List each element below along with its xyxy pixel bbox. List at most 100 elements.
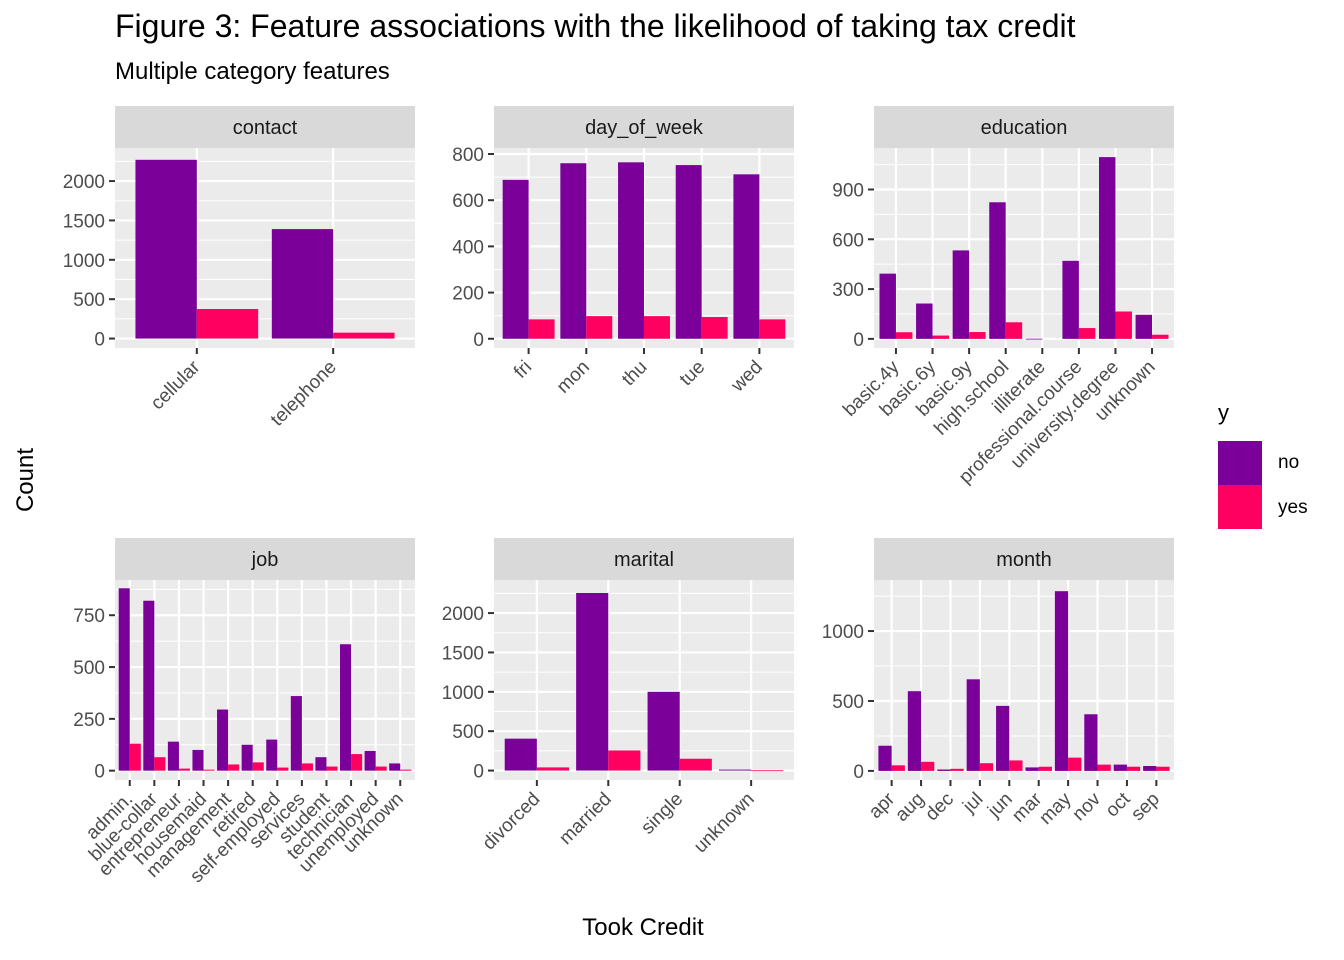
facet-strip xyxy=(874,538,1174,580)
x-tick-label: unknown xyxy=(690,789,759,858)
bar-yes-aug xyxy=(921,761,935,771)
bar-yes-jun xyxy=(1009,760,1023,771)
x-tick-label: nov xyxy=(1069,788,1106,825)
x-tick-label: thu xyxy=(618,357,652,391)
x-tick-label: cellular xyxy=(147,356,205,414)
bar-yes-housemaid xyxy=(203,769,215,771)
facet-strip-label: day_of_week xyxy=(585,117,704,139)
bar-no-aug xyxy=(907,691,922,771)
y-tick-label: 600 xyxy=(832,230,864,251)
x-tick-label: dec xyxy=(921,789,958,826)
bar-no-admin. xyxy=(118,588,130,771)
bar-yes-mar xyxy=(1038,766,1052,771)
bar-no-nov xyxy=(1084,714,1098,771)
y-tick-label: 900 xyxy=(832,180,864,201)
bar-no-sep xyxy=(1143,766,1157,771)
y-tick-label: 750 xyxy=(73,606,105,627)
bar-yes-unknown xyxy=(751,770,784,772)
y-tick-label: 400 xyxy=(452,237,484,258)
legend-label-yes: yes xyxy=(1278,497,1308,518)
facet-panel-job: job0250500750admin.blue-collarentreprene… xyxy=(73,538,415,887)
bar-yes-high.school xyxy=(1005,322,1023,339)
facet-strip-label: month xyxy=(996,549,1052,571)
bar-no-jul xyxy=(966,679,980,771)
panel-background xyxy=(115,580,415,780)
bar-yes-basic.6y xyxy=(932,335,949,339)
y-tick-label: 1000 xyxy=(63,251,105,272)
bar-no-married xyxy=(576,592,609,771)
chart-subtitle: Multiple category features xyxy=(115,58,390,85)
x-tick-label: mon xyxy=(553,357,594,398)
bar-no-technician xyxy=(340,644,352,771)
bar-no-basic.4y xyxy=(879,273,896,339)
x-tick-label: jun xyxy=(983,789,1016,822)
x-tick-label: oct xyxy=(1102,788,1135,821)
bar-yes-self-employed xyxy=(277,767,289,771)
bar-yes-cellular xyxy=(196,309,259,339)
panel-background xyxy=(874,580,1174,780)
x-tick-label: tue xyxy=(676,357,710,391)
bar-yes-thu xyxy=(644,316,670,339)
bar-yes-retired xyxy=(252,762,264,771)
bar-yes-jul xyxy=(979,763,994,771)
y-tick-label: 500 xyxy=(832,692,864,713)
bar-yes-may xyxy=(1068,757,1082,771)
bar-yes-fri xyxy=(528,319,555,339)
bar-no-unknown xyxy=(1135,314,1153,339)
facet-strip-label: contact xyxy=(233,117,298,139)
bar-yes-mon xyxy=(586,316,613,339)
bar-yes-oct xyxy=(1126,766,1141,771)
bar-no-unknown xyxy=(719,769,752,771)
bar-no-illiterate xyxy=(1025,338,1043,340)
facet-strip-label: education xyxy=(981,117,1068,139)
facet-strip-label: job xyxy=(251,549,279,571)
bar-no-basic.6y xyxy=(916,303,933,339)
bar-no-mon xyxy=(560,163,587,339)
facet-strip xyxy=(494,538,794,580)
bar-yes-nov xyxy=(1097,764,1111,771)
y-tick-label: 600 xyxy=(452,191,484,212)
y-tick-label: 1500 xyxy=(63,211,105,232)
bar-yes-management xyxy=(228,764,240,771)
x-axis-title: Took Credit xyxy=(582,914,704,941)
y-tick-label: 0 xyxy=(94,330,105,351)
x-tick-label: single xyxy=(637,789,687,839)
bar-yes-technician xyxy=(351,754,363,771)
facet-strip xyxy=(115,106,415,148)
bar-no-cellular xyxy=(135,159,197,339)
x-tick-label: divorced xyxy=(479,789,545,855)
chart-title: Figure 3: Feature associations with the … xyxy=(115,8,1076,44)
y-tick-label: 0 xyxy=(853,762,864,783)
facet-strip xyxy=(874,106,1174,148)
bar-no-jun xyxy=(996,705,1010,771)
y-tick-label: 1000 xyxy=(822,622,864,643)
y-tick-label: 250 xyxy=(73,710,105,731)
bar-yes-admin. xyxy=(129,743,141,771)
bar-no-services xyxy=(290,696,302,771)
x-tick-label: telephone xyxy=(267,357,341,431)
bar-no-dec xyxy=(937,769,951,771)
y-tick-label: 2000 xyxy=(442,604,484,625)
bar-no-divorced xyxy=(504,738,537,771)
y-tick-label: 300 xyxy=(832,280,864,301)
bar-no-apr xyxy=(878,745,892,771)
y-tick-label: 800 xyxy=(452,145,484,166)
bar-no-may xyxy=(1054,591,1069,771)
bar-no-mar xyxy=(1025,767,1039,771)
bar-no-entrepreneur xyxy=(167,741,179,771)
facet-strip xyxy=(115,538,415,580)
bar-no-professional.course xyxy=(1062,260,1079,339)
bar-yes-wed xyxy=(759,319,786,339)
x-tick-label: sep xyxy=(1127,789,1164,826)
bar-yes-basic.4y xyxy=(895,332,913,339)
y-tick-label: 0 xyxy=(473,762,484,783)
bar-no-high.school xyxy=(989,202,1006,339)
bar-no-self-employed xyxy=(266,739,278,771)
facet-panel-contact: contact 0 500 1000 1500 2000 cellular telephone xyxy=(63,106,415,431)
bar-no-housemaid xyxy=(192,749,204,771)
bar-no-thu xyxy=(618,162,644,339)
bar-yes-apr xyxy=(891,765,905,771)
bar-yes-tue xyxy=(701,317,728,339)
